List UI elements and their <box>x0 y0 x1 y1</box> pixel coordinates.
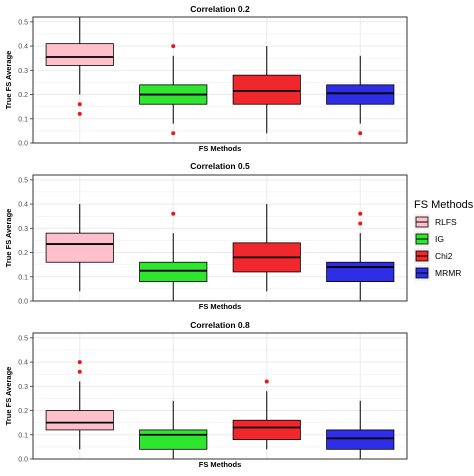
outlier-point <box>358 221 363 226</box>
box-ig <box>139 400 208 459</box>
box-body <box>139 261 208 283</box>
box-rlfs <box>45 17 114 116</box>
y-tick-label: 0.5 <box>18 335 28 342</box>
y-tick-label: 0.0 <box>18 141 28 148</box>
box-rlfs <box>45 204 114 292</box>
plot-area <box>33 17 407 143</box>
y-tick-label: 0.2 <box>18 250 28 257</box>
outlier-point <box>264 379 269 384</box>
outlier-point <box>358 211 363 216</box>
box-ig <box>139 44 208 136</box>
y-tick-label: 0.2 <box>18 408 28 415</box>
panels: 0.0 0.1 0.2 0.3 0.4 0.5 Correlation 0.2 FS Meth… <box>4 4 408 469</box>
panel-title: Correlation 0.2 <box>190 4 250 14</box>
box-body <box>326 429 395 450</box>
y-tick-label: 0.3 <box>18 226 28 233</box>
panel-2: 0.0 0.1 0.2 0.3 0.4 0.5 Correlation 0.5 FS Meth… <box>4 161 408 311</box>
box-chi2 <box>232 379 301 450</box>
box-body <box>45 410 114 431</box>
y-tick-label: 0.1 <box>18 432 28 439</box>
y-tick-label: 0.1 <box>18 274 28 281</box>
panel-border <box>32 332 408 460</box>
legend-title: FS Methods <box>414 199 474 211</box>
box-chi2 <box>232 204 301 292</box>
panel-border <box>32 16 408 144</box>
outlier-point <box>77 360 82 365</box>
box-body <box>45 232 114 263</box>
box-body <box>326 261 395 283</box>
y-tick-label: 0.2 <box>18 92 28 99</box>
outlier-point <box>77 111 82 116</box>
box-body <box>232 419 301 441</box>
y-tick-label: 0.4 <box>18 202 28 209</box>
panel-title: Correlation 0.8 <box>190 320 250 330</box>
legend-item-mrmr: MRMR <box>414 265 461 281</box>
box-body <box>232 74 301 105</box>
outlier-point <box>77 369 82 374</box>
box-mrmr <box>326 400 395 459</box>
y-tick-label: 0.5 <box>18 177 28 184</box>
outlier-point <box>358 131 363 136</box>
legend-label: Chi2 <box>435 251 453 261</box>
y-tick-label: 0.3 <box>18 384 28 391</box>
x-axis-label: FS Methods <box>199 144 242 153</box>
legend-label: RLFS <box>435 217 457 227</box>
legend-item-chi2: Chi2 <box>414 248 453 264</box>
box-rlfs <box>45 360 114 450</box>
legend-item-rlfs: RLFS <box>414 214 457 230</box>
panel-1: 0.0 0.1 0.2 0.3 0.4 0.5 Correlation 0.2 FS Meth… <box>4 4 408 153</box>
x-axis-label: FS Methods <box>199 460 242 469</box>
panel-title: Correlation 0.5 <box>190 161 250 171</box>
outlier-point <box>77 102 82 107</box>
y-axis-label: True FS Average <box>4 209 13 268</box>
legend-label: IG <box>435 234 444 244</box>
panel-3: 0.0 0.1 0.2 0.3 0.4 0.5 Correlation 0.8 FS Meth… <box>4 320 408 469</box>
outlier-point <box>171 131 176 136</box>
box-body <box>139 429 208 450</box>
y-tick-label: 0.4 <box>18 360 28 367</box>
box-mrmr <box>326 211 395 301</box>
y-tick-label: 0.4 <box>18 44 28 51</box>
box-mrmr <box>326 55 395 136</box>
x-axis-label: FS Methods <box>199 302 242 311</box>
y-tick-label: 0.5 <box>18 19 28 26</box>
outlier-point <box>171 211 176 216</box>
y-axis-label: True FS Average <box>4 51 13 110</box>
box-body <box>45 43 114 66</box>
legend-label: MRMR <box>435 268 461 278</box>
legend: FS Methods RLFS IG Chi2 MRMR <box>414 199 474 281</box>
y-axis-label: True FS Average <box>4 367 13 426</box>
legend-item-ig: IG <box>414 231 444 247</box>
box-body <box>326 84 395 105</box>
box-chi2 <box>232 46 301 134</box>
outlier-point <box>171 44 176 49</box>
y-tick-label: 0.3 <box>18 68 28 75</box>
y-tick-label: 0.1 <box>18 116 28 123</box>
box-ig <box>139 211 208 301</box>
y-tick-label: 0.0 <box>18 457 28 464</box>
panel-border <box>32 174 408 302</box>
y-tick-label: 0.0 <box>18 299 28 306</box>
